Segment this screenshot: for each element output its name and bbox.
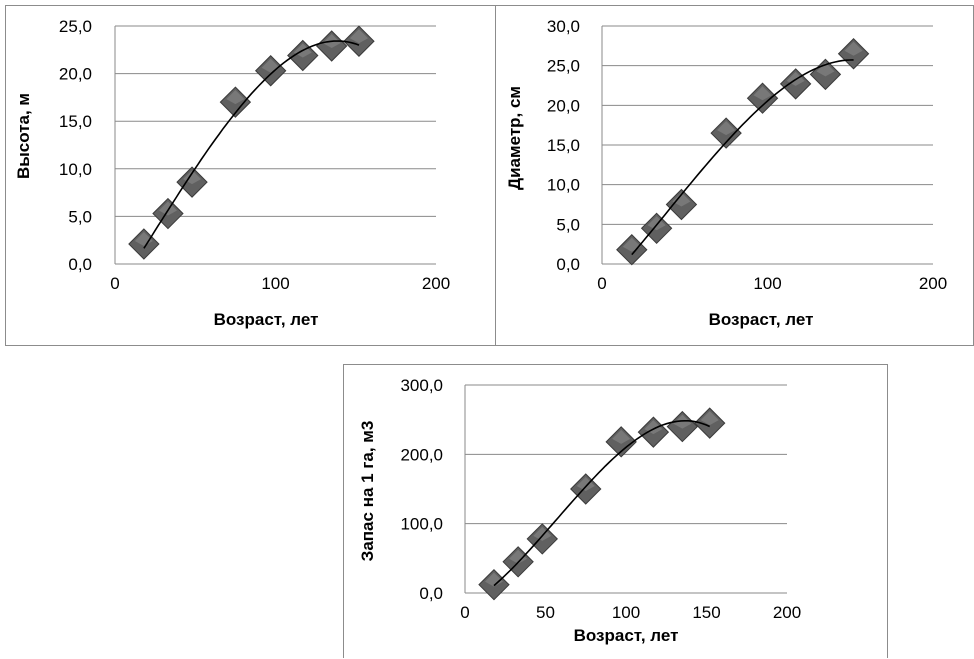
stock-x-tick-label: 50 [536, 603, 555, 622]
diameter-y-tick-label: 30,0 [547, 17, 580, 36]
diameter-data-point-highlight [753, 86, 772, 101]
stock-data-point-highlight [484, 572, 503, 587]
diameter-x-tick-label: 200 [919, 274, 947, 293]
diameter-x-tick-label: 0 [597, 274, 606, 293]
diameter-y-tick-label: 5,0 [556, 215, 580, 234]
stock-x-axis-title: Возраст, лет [574, 626, 679, 645]
diameter-y-axis-title: Диаметр, см [505, 86, 524, 190]
stock-data-point-highlight [700, 411, 719, 426]
stock-data-point-highlight [612, 429, 631, 444]
height-y-tick-label: 25,0 [59, 17, 92, 36]
stock-y-tick-label: 200,0 [400, 445, 443, 464]
height-y-tick-label: 15,0 [59, 112, 92, 131]
diameter-y-tick-label: 15,0 [547, 136, 580, 155]
diameter-data-point-highlight [647, 216, 666, 231]
stock-chart-panel: 0,0 100,0 200,0 300,0 0 50 100 150 200 Возраст, л… [343, 364, 888, 658]
diameter-data-point-highlight [844, 41, 863, 56]
height-x-tick-label: 0 [110, 274, 119, 293]
stock-chart: 0,0 100,0 200,0 300,0 0 50 100 150 200 Возраст, л… [358, 376, 801, 645]
diameter-y-tick-label: 25,0 [547, 57, 580, 76]
height-data-point-highlight [349, 29, 368, 44]
diameter-data-point-highlight [672, 192, 691, 207]
stock-x-tick-label: 0 [460, 603, 469, 622]
stock-y-axis-title: Запас на 1 га, м3 [358, 421, 377, 562]
height-y-axis-title: Высота, м [14, 93, 33, 179]
diameter-data-point-highlight [717, 121, 736, 136]
diameter-chart-panel: 0,0 5,0 10,0 15,0 20,0 25,0 30,0 0 100 200 Возраст… [495, 5, 974, 346]
stock-y-tick-label: 100,0 [400, 515, 443, 534]
height-y-tick-label: 10,0 [59, 160, 92, 179]
stock-x-tick-label: 150 [692, 603, 720, 622]
height-y-tick-label: 20,0 [59, 65, 92, 84]
stock-y-tick-label: 300,0 [400, 376, 443, 395]
diameter-y-tick-label: 0,0 [556, 255, 580, 274]
height-chart: 0,0 5,0 10,0 15,0 20,0 25,0 0 100 200 Возраст, ле… [14, 17, 450, 329]
height-data-point-highlight [226, 90, 245, 105]
height-y-tick-label: 0,0 [68, 255, 92, 274]
height-chart-panel: 0,0 5,0 10,0 15,0 20,0 25,0 0 100 200 Возраст, ле… [5, 5, 496, 346]
diameter-y-tick-label: 20,0 [547, 96, 580, 115]
height-trendline [143, 40, 360, 249]
height-x-tick-label: 100 [261, 274, 289, 293]
diameter-chart: 0,0 5,0 10,0 15,0 20,0 25,0 30,0 0 100 200 Возраст… [505, 17, 947, 329]
stock-trendline [493, 420, 711, 587]
diameter-data-point-highlight [816, 62, 835, 77]
diameter-x-tick-label: 100 [753, 274, 781, 293]
height-x-axis-title: Возраст, лет [214, 310, 319, 329]
diameter-trendline [631, 59, 854, 256]
stock-data-point-highlight [576, 477, 595, 491]
stock-data-point-highlight [509, 549, 528, 564]
stock-y-tick-label: 0,0 [419, 584, 443, 603]
stock-x-tick-label: 200 [773, 603, 801, 622]
diameter-y-tick-label: 10,0 [547, 176, 580, 195]
height-data-point-highlight [158, 201, 177, 216]
stock-data-point-highlight [533, 526, 552, 541]
stock-x-tick-label: 100 [612, 603, 640, 622]
height-x-tick-label: 200 [422, 274, 450, 293]
height-y-tick-label: 5,0 [68, 207, 92, 226]
diameter-x-axis-title: Возраст, лет [709, 310, 814, 329]
